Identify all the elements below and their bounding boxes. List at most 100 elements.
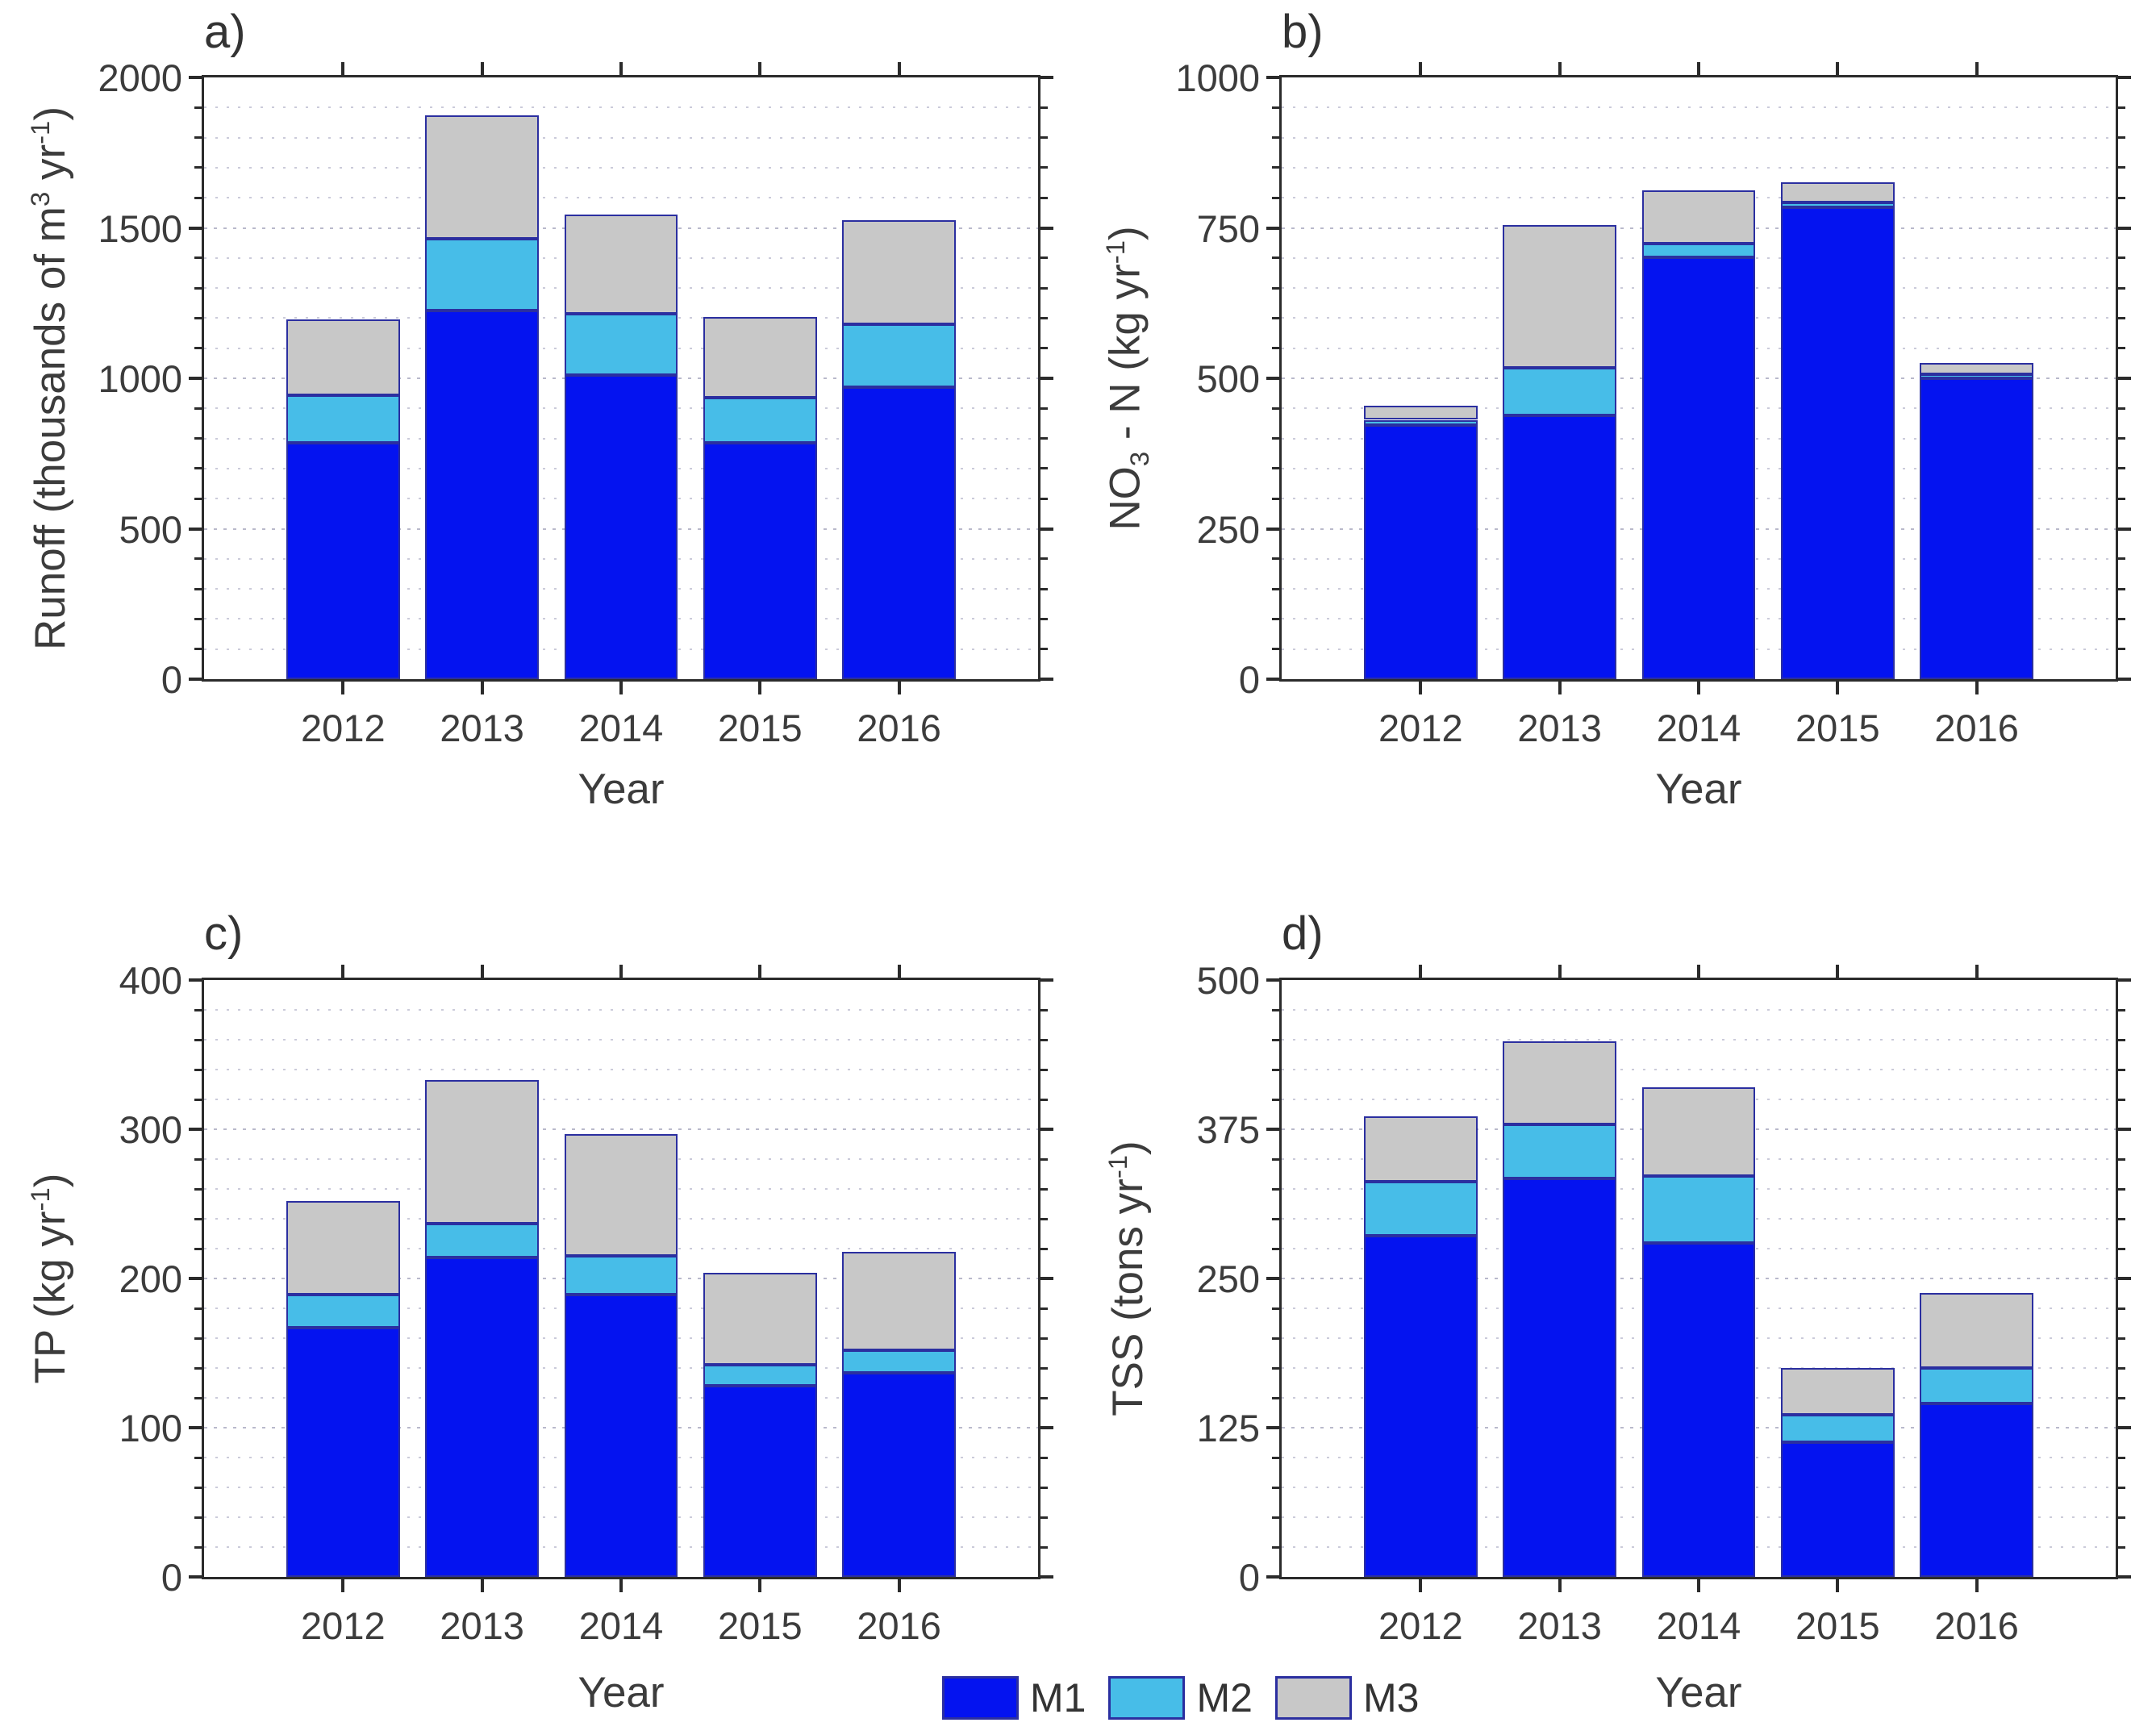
x-tick-label: 2015 [718,707,803,749]
y-tick-mark [189,978,202,982]
x-tick-label: 2015 [718,1604,803,1647]
gridline [204,197,1038,199]
x-tick-mark [758,62,762,75]
x-tick-mark [619,965,623,978]
x-tick-mark [897,62,901,75]
y-tick-mark [194,1187,202,1191]
y-tick-mark [1040,136,1048,140]
panel-c-tp: c) TP (kg yr-1) Year 2012 2013 2014 2015 201… [0,839,1078,1735]
y-tick-mark [1040,1157,1048,1161]
y-tick-mark [2118,286,2125,290]
bar-b-2014-M2 [1641,243,1756,258]
y-tick-mark [1272,136,1279,140]
bar-b-2012-M1 [1364,425,1478,679]
y-tick-mark [2118,1068,2125,1071]
y-tick-mark [194,437,202,440]
x-tick-label: 2012 [1378,1604,1463,1647]
y-tick-mark [2118,1128,2131,1131]
y-tick-mark [1040,437,1048,440]
y-tick-mark [194,1456,202,1459]
gridline [1282,1009,2116,1011]
y-tick-mark [1040,256,1048,260]
gridline [1282,166,2116,169]
gridline [204,1039,1038,1041]
y-tick-mark [1040,1366,1048,1370]
y-tick-mark [2118,1307,2125,1310]
x-tick-mark [1558,62,1562,75]
bar-b-2014-M1 [1641,257,1756,679]
bar-d-2014-M2 [1641,1175,1756,1243]
y-tick-mark [194,1337,202,1340]
x-tick-mark [1836,965,1840,978]
panel-c-x-axis-label: Year [578,1669,665,1716]
y-tick-mark [194,1098,202,1101]
gridline [204,1128,1038,1130]
y-tick-mark [1272,166,1279,169]
bar-d-2013-M1 [1503,1178,1616,1577]
y-tick-mark [194,1516,202,1519]
x-tick-label: 2014 [578,707,664,749]
y-tick-mark [2118,437,2125,440]
y-tick-label: 750 [1196,206,1260,250]
y-tick-mark [1040,316,1048,319]
y-tick-mark [189,1277,202,1280]
y-tick-mark [2118,196,2125,199]
x-tick-label: 2013 [1517,1604,1602,1647]
bar-a-2014-M1 [564,375,678,679]
bar-d-2016-M1 [1920,1403,2033,1577]
x-tick-mark [619,682,623,694]
x-tick-mark [480,1579,484,1592]
y-tick-mark [1272,347,1279,350]
y-tick-mark [2118,1038,2125,1041]
y-tick-mark [194,256,202,260]
x-tick-label: 2015 [1795,707,1880,749]
bar-a-2014-M3 [564,214,678,314]
y-tick-mark [194,316,202,319]
panel-a-plot-area [202,75,1040,682]
y-tick-mark [1040,1247,1048,1250]
legend: M1 M2 M3 [942,1675,1419,1721]
legend-item-m1: M1 [942,1675,1086,1721]
bar-d-2012-M2 [1364,1182,1478,1236]
y-tick-mark [1040,648,1048,651]
gridline [1282,106,2116,109]
y-tick-mark [2118,1456,2125,1459]
bar-d-2016-M2 [1920,1368,2033,1404]
x-tick-label: 2015 [1795,1604,1880,1647]
y-tick-mark [1040,1277,1053,1280]
legend-item-m3: M3 [1274,1675,1419,1721]
x-tick-label: 2012 [301,1604,386,1647]
bar-b-2015-M1 [1781,207,1895,679]
y-tick-label: 125 [1196,1407,1260,1449]
bar-b-2016-M2 [1920,373,2033,378]
y-tick-mark [1266,1277,1279,1280]
x-tick-mark [1558,1579,1562,1592]
y-tick-mark [189,226,202,230]
y-tick-mark [194,1157,202,1161]
y-tick-mark [189,1128,202,1131]
x-tick-mark [1836,1579,1840,1592]
y-tick-mark [2118,1545,2125,1549]
bar-a-2015-M3 [703,316,817,398]
y-tick-mark [194,1008,202,1011]
y-tick-mark [2118,1337,2125,1340]
y-tick-mark [189,1575,202,1579]
bar-a-2012-M1 [286,443,400,679]
gridline [204,136,1038,139]
y-tick-mark [1272,1486,1279,1489]
panel-a-runoff: a) Runoff (thousands of m3 yr-1) Year 20… [0,0,1078,839]
gridline [204,1099,1038,1100]
y-tick-mark [1040,76,1053,79]
y-tick-mark [2118,587,2125,590]
y-tick-mark [1040,1008,1048,1011]
bar-c-2013-M3 [425,1079,539,1224]
y-tick-label: 0 [1238,658,1260,701]
y-tick-mark [1272,407,1279,410]
x-tick-mark [758,965,762,978]
y-tick-mark [1272,1098,1279,1101]
x-tick-mark [1975,682,1979,694]
y-tick-mark [1040,978,1053,982]
x-tick-mark [1558,965,1562,978]
y-tick-mark [1272,316,1279,319]
bar-d-2012-M3 [1364,1116,1478,1182]
